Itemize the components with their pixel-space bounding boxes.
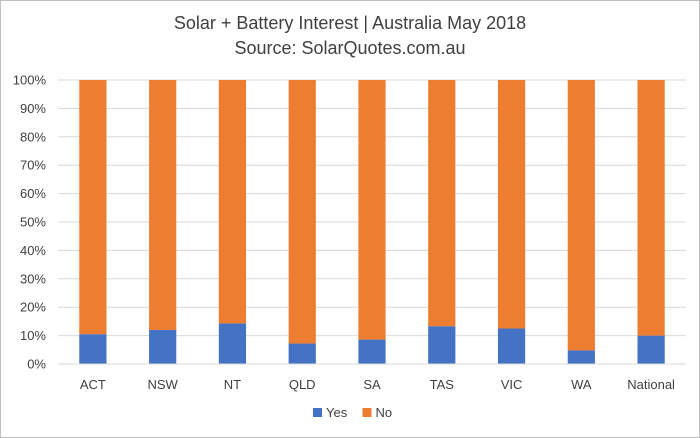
y-tick-label: 20% xyxy=(20,300,46,315)
bar-no-tas xyxy=(428,80,456,327)
legend-label-yes: Yes xyxy=(326,405,348,420)
bar-no-sa xyxy=(358,80,386,340)
x-tick-label: TAS xyxy=(430,377,455,392)
bar-no-nt xyxy=(218,80,247,324)
bar-yes-sa xyxy=(358,339,386,364)
x-tick-label: ACT xyxy=(80,377,106,392)
legend-swatch-no xyxy=(362,408,372,417)
bar-yes-wa xyxy=(567,350,595,364)
bar-yes-nsw xyxy=(149,329,177,364)
legend: Yes No xyxy=(313,405,392,420)
bar-yes-national xyxy=(637,335,665,364)
x-tick-label: SA xyxy=(363,377,381,392)
x-tick-label: QLD xyxy=(289,377,316,392)
x-tick-label: NT xyxy=(224,377,241,392)
y-tick-label: 70% xyxy=(20,158,46,173)
bar-yes-act xyxy=(79,334,107,364)
bar-no-wa xyxy=(567,80,595,351)
y-tick-label: 80% xyxy=(20,129,46,144)
bar-no-national xyxy=(637,80,665,336)
bar-no-vic xyxy=(497,80,526,329)
y-tick-label: 100% xyxy=(13,73,47,88)
bar-no-qld xyxy=(288,80,316,344)
x-axis: ACT NSW NT QLD SA TAS VIC WA National xyxy=(58,363,686,392)
chart-subtitle: Source: SolarQuotes.com.au xyxy=(234,38,466,58)
y-tick-label: 50% xyxy=(20,215,46,230)
y-tick-label: 30% xyxy=(20,271,46,286)
legend-swatch-yes xyxy=(313,408,322,417)
bar-no-nsw xyxy=(149,80,177,330)
x-tick-label: NSW xyxy=(147,377,178,392)
y-axis: 0% 10% 20% 30% 40% 50% 60% 70% 80% 90% 100% xyxy=(13,73,47,372)
y-tick-label: 10% xyxy=(20,328,46,343)
x-tick-label: VIC xyxy=(501,377,523,392)
y-tick-label: 60% xyxy=(20,186,46,201)
y-tick-label: 40% xyxy=(20,243,46,258)
bar-yes-qld xyxy=(288,343,316,364)
x-tick-label: WA xyxy=(571,377,592,392)
bar-yes-vic xyxy=(497,328,526,364)
bars xyxy=(79,80,665,364)
y-tick-label: 90% xyxy=(20,101,46,116)
bar-yes-nt xyxy=(218,323,247,364)
legend-label-no: No xyxy=(376,405,393,420)
bar-yes-tas xyxy=(428,326,456,364)
chart-title: Solar + Battery Interest | Australia May… xyxy=(173,13,527,33)
bar-no-act xyxy=(79,80,107,335)
y-tick-label: 0% xyxy=(27,357,46,372)
x-tick-label: National xyxy=(627,377,675,392)
